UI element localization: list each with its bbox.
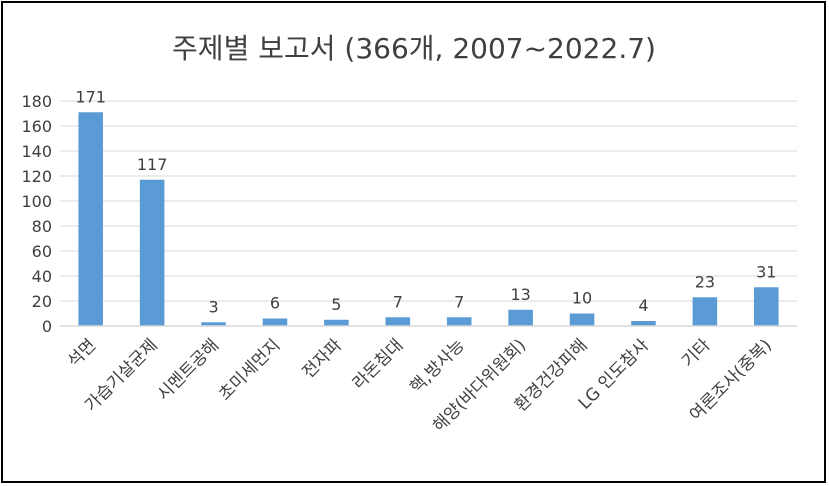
y-tick-label: 120 xyxy=(21,167,52,186)
bar xyxy=(631,321,656,326)
bar xyxy=(262,318,288,326)
bars xyxy=(78,112,779,326)
data-labels: 171 117 3 6 5 7 7 13 10 4 23 31 xyxy=(75,87,776,316)
data-label: 171 xyxy=(75,87,106,106)
y-tick-label: 20 xyxy=(32,292,52,311)
y-tick-label: 100 xyxy=(21,192,52,211)
data-label: 5 xyxy=(331,295,341,314)
y-tick-label: 80 xyxy=(32,217,52,236)
category-label: 전자파 xyxy=(299,335,347,383)
data-label: 7 xyxy=(393,292,403,311)
category-label: 초미세먼지 xyxy=(215,335,284,404)
y-tick-label: 180 xyxy=(21,92,52,111)
gridlines xyxy=(60,100,797,302)
bar xyxy=(508,309,533,326)
bar xyxy=(139,179,165,326)
bar xyxy=(754,287,779,326)
data-label: 3 xyxy=(208,297,218,316)
category-label: 기타 xyxy=(678,335,715,372)
data-label: 117 xyxy=(137,155,168,174)
y-axis-ticks: 0 20 40 60 80 100 120 140 160 180 xyxy=(21,92,52,336)
category-label: 시멘트공해 xyxy=(154,335,223,404)
bar xyxy=(78,112,103,326)
bar xyxy=(692,297,718,326)
y-tick-label: 40 xyxy=(32,267,52,286)
bar xyxy=(385,317,411,326)
y-tick-label: 160 xyxy=(21,117,52,136)
data-label: 31 xyxy=(756,262,776,281)
data-label: 7 xyxy=(454,292,464,311)
category-label: 핵,방사능 xyxy=(407,335,469,397)
bar xyxy=(446,317,472,326)
y-tick-label: 0 xyxy=(42,317,52,336)
data-label: 10 xyxy=(572,289,592,308)
y-tick-label: 140 xyxy=(21,142,52,161)
data-label: 23 xyxy=(695,272,715,291)
bar xyxy=(569,313,595,326)
category-label: 라돈침대 xyxy=(349,335,407,393)
bar xyxy=(201,322,226,326)
data-label: 4 xyxy=(638,296,648,315)
bar xyxy=(324,319,349,326)
chart-title: 주제별 보고서 (366개, 2007~2022.7) xyxy=(172,32,656,65)
y-tick-label: 60 xyxy=(32,242,52,261)
data-label: 13 xyxy=(510,285,530,304)
category-label: 석면 xyxy=(64,335,100,371)
data-label: 6 xyxy=(270,294,280,313)
